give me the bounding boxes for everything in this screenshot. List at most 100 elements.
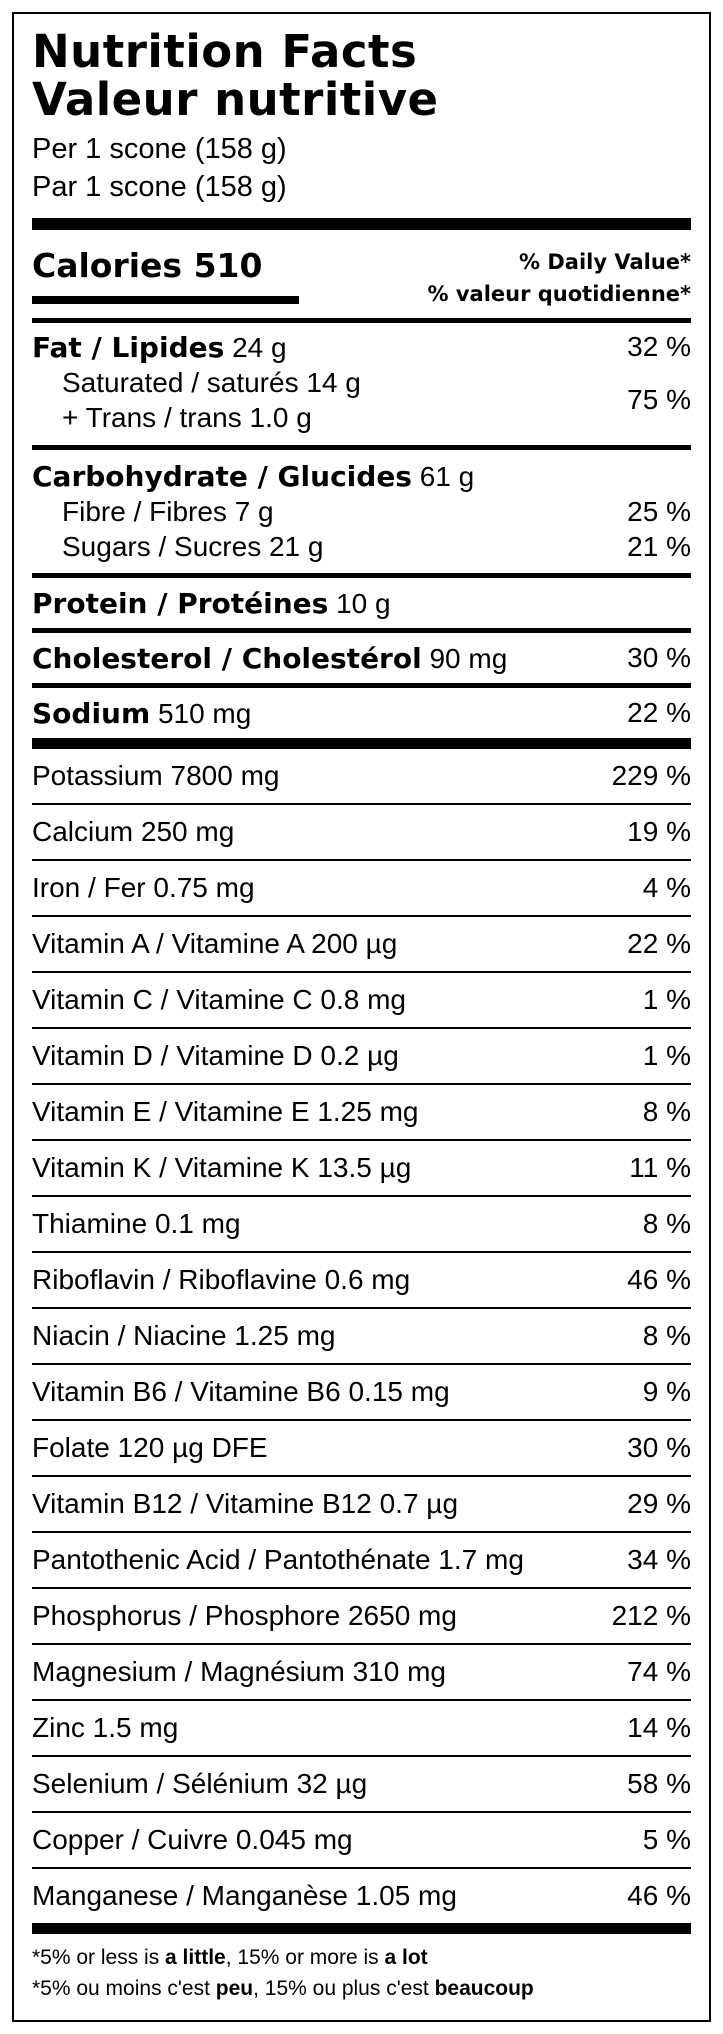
nutrient-label: Niacin / Niacine 1.25 mg — [32, 1320, 336, 1351]
divider — [32, 915, 691, 917]
footnote: *5% or less is a little, 15% or more is … — [32, 1934, 691, 2004]
divider — [32, 1195, 691, 1197]
nutrient-pct: 19 % — [627, 816, 691, 847]
nutrient-label: Folate 120 µg DFE — [32, 1432, 268, 1463]
nutrient-pct: 5 % — [642, 1824, 691, 1855]
nutrient-pct: 22 % — [627, 928, 691, 959]
nutrient-pct: 11 % — [629, 1152, 691, 1183]
serving-size: Per 1 scone (158 g) Par 1 scone (158 g) — [32, 130, 691, 206]
nutrient-label: Magnesium / Magnésium 310 mg — [32, 1656, 446, 1687]
calories-text: Calories 510 — [32, 246, 262, 285]
nutrient-row: Selenium / Sélénium 32 µg 58 % — [32, 1757, 691, 1811]
nutrient-row: Iron / Fer 0.75 mg 4 % — [32, 861, 691, 915]
protein-label: Protein / Protéines — [32, 586, 329, 620]
sodium-row: Sodium 510 mg 22 % — [32, 688, 691, 738]
sugars-row: Sugars / Sucres 21 g 21 % — [32, 529, 691, 564]
nutrient-label: Calcium 250 mg — [32, 816, 235, 847]
nutrient-label: Pantothenic Acid / Pantothénate 1.7 mg — [32, 1544, 524, 1575]
saturated-label: Saturated / saturés 14 g — [62, 367, 361, 398]
serving-fr: Par 1 scone (158 g) — [32, 171, 287, 203]
sugars-label: Sugars / Sucres 21 g — [62, 530, 324, 562]
nutrient-label: Vitamin D / Vitamine D 0.2 µg — [32, 1040, 399, 1071]
fat-group: Fat / Lipides 24 g 32 % Saturated / satu… — [32, 329, 691, 445]
nutrient-pct: 8 % — [642, 1096, 691, 1127]
cholesterol-label: Cholesterol / Cholestérol — [32, 641, 422, 675]
fat-pct: 32 % — [627, 331, 691, 362]
divider — [32, 1027, 691, 1029]
nutrient-label: Thiamine 0.1 mg — [32, 1208, 241, 1239]
divider — [32, 1139, 691, 1141]
carbohydrate-amount: 61 g — [419, 460, 475, 492]
nutrient-pct: 74 % — [627, 1656, 691, 1687]
divider — [32, 1307, 691, 1309]
nutrient-row: Vitamin E / Vitamine E 1.25 mg 8 % — [32, 1085, 691, 1139]
nutrient-pct: 1 % — [642, 1040, 691, 1071]
nutrient-row: Vitamin B6 / Vitamine B6 0.15 mg 9 % — [32, 1365, 691, 1419]
footnote-en: *5% or less is a little, 15% or more is … — [32, 1946, 428, 1969]
nutrient-row: Manganese / Manganèse 1.05 mg 46 % — [32, 1869, 691, 1923]
nutrient-row: Phosphorus / Phosphore 2650 mg 212 % — [32, 1589, 691, 1643]
divider — [32, 1587, 691, 1589]
divider — [32, 1755, 691, 1757]
nutrient-label: Vitamin B12 / Vitamine B12 0.7 µg — [32, 1488, 459, 1519]
nutrient-row: Vitamin A / Vitamine A 200 µg 22 % — [32, 917, 691, 971]
title-fr: Valeur nutritive — [32, 73, 439, 126]
nutrient-label: Phosphorus / Phosphore 2650 mg — [32, 1600, 457, 1631]
nutrient-label: Vitamin B6 / Vitamine B6 0.15 mg — [32, 1376, 450, 1407]
nutrient-pct: 46 % — [627, 1880, 691, 1911]
divider — [32, 803, 691, 805]
nutrient-row: Folate 120 µg DFE 30 % — [32, 1421, 691, 1475]
daily-value-header: % Daily Value* % valeur quotidienne* — [427, 246, 691, 310]
daily-value-fr: % valeur quotidienne* — [427, 282, 691, 306]
nutrient-pct: 212 % — [611, 1600, 691, 1631]
label-title: Nutrition Facts Valeur nutritive — [32, 28, 691, 124]
nutrient-row: Niacin / Niacine 1.25 mg 8 % — [32, 1309, 691, 1363]
divider — [32, 1867, 691, 1869]
footnote-fr: *5% ou moins c'est peu, 15% ou plus c'es… — [32, 1977, 534, 2000]
daily-value-en: % Daily Value* — [519, 250, 691, 274]
nutrient-row: Thiamine 0.1 mg 8 % — [32, 1197, 691, 1251]
divider — [32, 628, 691, 633]
nutrient-label: Riboflavin / Riboflavine 0.6 mg — [32, 1264, 411, 1295]
calories-row: Calories 510 % Daily Value* % valeur quo… — [32, 230, 691, 318]
divider — [32, 1251, 691, 1253]
divider — [32, 971, 691, 973]
divider — [32, 1475, 691, 1477]
cholesterol-row: Cholesterol / Cholestérol 90 mg 30 % — [32, 633, 691, 683]
nutrient-label: Copper / Cuivre 0.045 mg — [32, 1824, 353, 1855]
nutrient-pct: 8 % — [642, 1320, 691, 1351]
nutrient-pct: 30 % — [627, 1432, 691, 1463]
nutrient-row: Potassium 7800 mg 229 % — [32, 749, 691, 803]
nutrient-label: Iron / Fer 0.75 mg — [32, 872, 255, 903]
divider — [32, 1419, 691, 1421]
cholesterol-amount: 90 mg — [429, 642, 508, 674]
divider — [32, 1531, 691, 1533]
vitamins-list: Potassium 7800 mg 229 % Calcium 250 mg 19 … — [32, 749, 691, 1923]
nutrient-row: Vitamin B12 / Vitamine B12 0.7 µg 29 % — [32, 1477, 691, 1531]
trans-label: + Trans / trans 1.0 g — [62, 402, 312, 433]
divider — [32, 683, 691, 688]
divider — [32, 445, 691, 450]
sodium-pct: 22 % — [627, 697, 691, 728]
thick-divider — [32, 738, 691, 749]
divider — [32, 318, 691, 323]
nutrient-row: Zinc 1.5 mg 14 % — [32, 1701, 691, 1755]
fibre-pct: 25 % — [627, 495, 691, 527]
title-en: Nutrition Facts — [32, 25, 418, 78]
sodium-label: Sodium — [32, 696, 151, 730]
divider — [32, 1699, 691, 1701]
nutrient-row: Riboflavin / Riboflavine 0.6 mg 46 % — [32, 1253, 691, 1307]
nutrient-pct: 1 % — [642, 984, 691, 1015]
calories-label: Calories — [32, 246, 183, 285]
nutrient-row: Vitamin D / Vitamine D 0.2 µg 1 % — [32, 1029, 691, 1083]
nutrient-row: Magnesium / Magnésium 310 mg 74 % — [32, 1645, 691, 1699]
fat-label: Fat / Lipides — [32, 330, 225, 364]
divider — [32, 1083, 691, 1085]
calories-value: 510 — [193, 246, 263, 285]
saturated-pct: 75 % — [627, 384, 691, 415]
carbohydrate-row: Carbohydrate / Glucides 61 g — [32, 458, 691, 494]
thick-divider — [32, 1923, 691, 1934]
nutrient-pct: 29 % — [627, 1488, 691, 1519]
thick-divider — [32, 218, 691, 230]
nutrient-pct: 229 % — [611, 760, 691, 791]
